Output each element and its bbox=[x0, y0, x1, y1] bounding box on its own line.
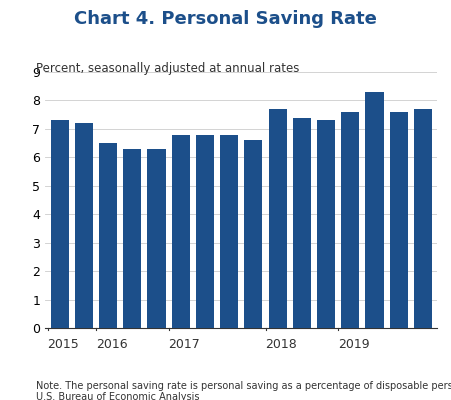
Bar bbox=[75, 123, 93, 328]
Text: 2016: 2016 bbox=[96, 338, 128, 351]
Bar bbox=[341, 112, 359, 328]
Bar bbox=[365, 92, 384, 328]
Text: 2017: 2017 bbox=[169, 338, 200, 351]
Bar bbox=[244, 140, 262, 328]
Text: Chart 4. Personal Saving Rate: Chart 4. Personal Saving Rate bbox=[74, 10, 377, 28]
Text: 2018: 2018 bbox=[266, 338, 297, 351]
Bar bbox=[51, 120, 69, 328]
Bar bbox=[414, 109, 432, 328]
Text: U.S. Bureau of Economic Analysis: U.S. Bureau of Economic Analysis bbox=[36, 392, 200, 400]
Bar bbox=[390, 112, 408, 328]
Bar bbox=[99, 143, 117, 328]
Bar bbox=[317, 120, 335, 328]
Text: 2019: 2019 bbox=[338, 338, 370, 351]
Text: 2015: 2015 bbox=[47, 338, 79, 351]
Bar bbox=[147, 149, 166, 328]
Text: Note. The personal saving rate is personal saving as a percentage of disposable : Note. The personal saving rate is person… bbox=[36, 381, 451, 391]
Bar bbox=[196, 134, 214, 328]
Bar bbox=[268, 109, 287, 328]
Bar bbox=[172, 134, 190, 328]
Bar bbox=[220, 134, 238, 328]
Bar bbox=[293, 118, 311, 328]
Bar bbox=[123, 149, 141, 328]
Text: Percent, seasonally adjusted at annual rates: Percent, seasonally adjusted at annual r… bbox=[36, 62, 299, 75]
